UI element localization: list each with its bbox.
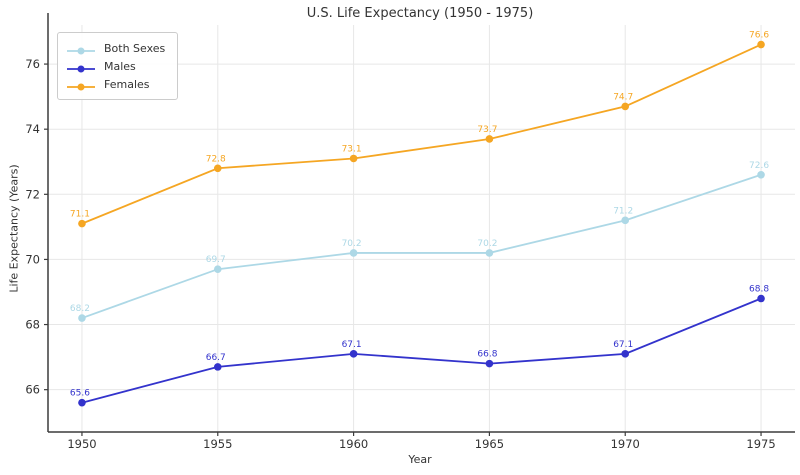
x-tick-label: 1950 <box>67 437 96 451</box>
x-tick-label: 1975 <box>746 437 775 451</box>
data-point-label-females: 76.6 <box>749 31 769 41</box>
legend-label-males: Males <box>104 59 136 73</box>
data-point-label-both-sexes: 69.7 <box>206 255 226 265</box>
y-tick-label: 72 <box>25 187 40 201</box>
data-point-both-sexes <box>213 265 222 274</box>
data-point-males <box>349 350 358 358</box>
x-tick-label: 1970 <box>611 437 640 451</box>
series-line-females <box>81 43 762 225</box>
data-point-label-both-sexes: 70.2 <box>477 239 497 249</box>
legend-swatch-both-sexes <box>66 42 96 55</box>
y-axis-label: Life Expectancy (Years) <box>7 164 21 293</box>
data-point-females <box>213 164 222 173</box>
data-point-label-females: 73.1 <box>342 144 362 154</box>
legend-label-females: Females <box>104 77 150 91</box>
legend-item-males: Males <box>66 57 165 75</box>
data-point-label-females: 72.8 <box>206 154 226 164</box>
data-point-both-sexes <box>78 314 86 322</box>
data-point-label-both-sexes: 72.6 <box>749 161 769 171</box>
legend-item-females: Females <box>66 75 165 93</box>
x-axis-label: Year <box>408 453 432 466</box>
data-point-label-females: 71.1 <box>70 210 90 220</box>
data-point-label-both-sexes: 68.2 <box>70 304 90 314</box>
legend: Both Sexes Males Females <box>57 32 179 100</box>
x-tick-label: 1960 <box>339 437 368 451</box>
data-point-males <box>621 350 630 358</box>
y-tick-label: 66 <box>25 383 40 397</box>
data-point-females <box>621 102 630 111</box>
data-point-males <box>485 359 494 368</box>
data-point-females <box>78 219 86 228</box>
data-point-males <box>78 398 86 407</box>
legend-label-both-sexes: Both Sexes <box>104 41 166 55</box>
y-tick-label: 70 <box>25 252 40 266</box>
series-line-males <box>81 297 762 404</box>
data-point-males <box>213 363 222 371</box>
data-point-males <box>757 294 765 303</box>
data-point-both-sexes <box>485 249 494 257</box>
data-point-label-both-sexes: 70.2 <box>342 239 362 249</box>
data-point-label-males: 67.1 <box>342 340 362 350</box>
data-point-females <box>349 154 358 163</box>
y-tick-label: 68 <box>25 318 40 332</box>
series-line-both-sexes <box>81 173 762 319</box>
x-tick-label: 1955 <box>203 437 232 451</box>
data-point-both-sexes <box>621 216 630 225</box>
data-point-label-females: 74.7 <box>613 92 633 102</box>
chart-title: U.S. Life Expectancy (1950 - 1975) <box>306 6 534 21</box>
data-point-label-males: 68.8 <box>749 285 769 295</box>
data-point-label-males: 67.1 <box>613 340 633 350</box>
data-point-label-males: 66.8 <box>477 350 497 360</box>
legend-swatch-females <box>66 78 96 91</box>
data-point-label-males: 66.7 <box>206 353 226 363</box>
legend-swatch-males <box>66 60 96 73</box>
data-point-females <box>757 40 765 49</box>
data-point-females <box>485 135 494 143</box>
data-point-label-both-sexes: 71.2 <box>613 206 633 216</box>
data-point-label-females: 73.7 <box>477 125 497 135</box>
data-point-label-males: 65.6 <box>70 389 90 399</box>
x-tick-label: 1965 <box>475 437 504 451</box>
data-point-both-sexes <box>757 170 765 179</box>
data-point-both-sexes <box>349 249 358 257</box>
y-tick-label: 76 <box>25 57 40 71</box>
legend-item-both-sexes: Both Sexes <box>66 39 165 57</box>
y-tick-label: 74 <box>25 122 40 136</box>
